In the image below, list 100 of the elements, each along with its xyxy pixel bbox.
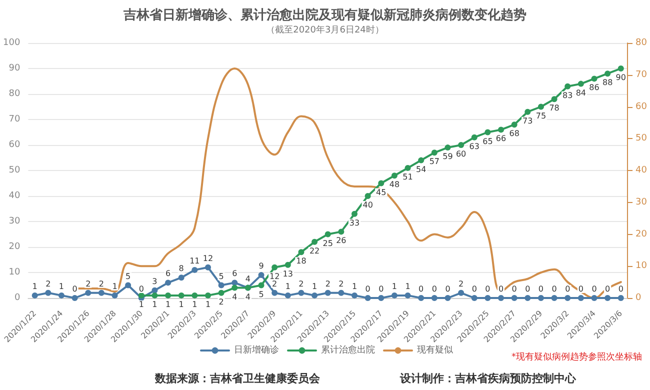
data-label: 0: [512, 284, 517, 294]
data-label: 0: [472, 284, 477, 294]
data-label: 2: [218, 297, 224, 306]
point: [458, 142, 464, 148]
point: [218, 290, 224, 296]
data-label: 1: [138, 300, 144, 309]
point: [152, 287, 158, 294]
data-label: 1: [285, 282, 290, 291]
data-label: 0: [565, 284, 570, 294]
point: [524, 295, 531, 301]
point: [511, 295, 518, 301]
point: [604, 70, 611, 77]
point: [404, 292, 411, 298]
point: [444, 144, 451, 151]
data-label: 88: [602, 78, 613, 88]
point: [444, 295, 451, 301]
chart-subtitle: （截至2020年3月6日24时）: [266, 24, 384, 36]
data-label: 1: [112, 282, 118, 291]
point: [152, 292, 158, 298]
data-label: 68: [509, 129, 520, 138]
point: [312, 292, 318, 298]
data-label: 2: [272, 279, 278, 288]
point: [165, 280, 172, 286]
point: [418, 295, 424, 301]
point: [298, 249, 304, 256]
y-tick-label: 70: [8, 114, 20, 124]
data-label: 5: [258, 290, 264, 299]
point: [538, 295, 544, 301]
data-label: 66: [496, 134, 506, 144]
data-label: 1: [152, 300, 158, 309]
point: [524, 108, 531, 115]
data-label: 90: [616, 73, 626, 82]
point: [484, 129, 491, 136]
y-tick-label: 10: [8, 268, 20, 278]
point: [618, 66, 624, 72]
data-label: 26: [336, 236, 346, 246]
point: [418, 157, 424, 164]
point: [378, 295, 384, 301]
point: [324, 231, 331, 238]
y-tick-label: 20: [8, 242, 20, 252]
data-label: 1: [405, 282, 410, 291]
data-label: 0: [72, 284, 78, 294]
data-label: 4: [232, 292, 238, 302]
point: [32, 292, 38, 298]
point: [591, 295, 598, 301]
point: [338, 228, 344, 235]
legend-label: 累计治愈出院: [321, 344, 375, 356]
point: [538, 104, 544, 110]
point: [85, 290, 92, 296]
y-tick-label: 80: [8, 89, 20, 99]
point: [564, 295, 571, 301]
data-label: 1: [392, 282, 398, 291]
data-label: 0: [365, 284, 370, 294]
point: [404, 164, 411, 171]
data-label: 0: [618, 284, 624, 294]
data-label: 1: [352, 282, 358, 291]
point: [258, 282, 264, 288]
point: [72, 295, 78, 301]
point: [471, 295, 478, 301]
data-label: 0: [445, 284, 450, 294]
point: [458, 290, 464, 296]
data-label: 48: [389, 180, 400, 190]
y2-tick-label: 40: [636, 166, 648, 176]
point: [551, 295, 558, 301]
data-label: 12: [269, 272, 280, 281]
point: [45, 290, 52, 296]
point: [471, 134, 478, 140]
data-label: 1: [165, 300, 171, 309]
data-label: 2: [86, 279, 91, 288]
data-label: 84: [576, 88, 586, 98]
y2-tick-label: 50: [636, 134, 648, 144]
data-label: 0: [418, 284, 424, 294]
point: [578, 80, 584, 87]
y-tick-label: 30: [8, 216, 20, 226]
data-label: 1: [58, 282, 64, 291]
y2-tick-label: 0: [636, 293, 642, 303]
data-label: 0: [538, 284, 544, 294]
point: [312, 238, 318, 245]
y2-tick-label: 10: [636, 261, 648, 272]
data-label: 6: [232, 269, 238, 278]
point: [352, 292, 358, 298]
point: [232, 280, 238, 286]
data-label: 2: [298, 279, 304, 288]
point: [324, 290, 331, 296]
point: [604, 295, 611, 301]
point: [204, 264, 211, 270]
data-label: 65: [482, 136, 493, 146]
y-tick-label: 100: [2, 38, 20, 48]
point: [284, 292, 291, 298]
data-label: 4: [245, 292, 250, 302]
point: [272, 264, 278, 270]
data-label: 0: [378, 284, 384, 294]
point: [511, 122, 518, 128]
y-tick-label: 50: [8, 166, 20, 176]
data-label: 0: [552, 284, 557, 294]
source-note: 数据来源：吉林省卫生健康委员会: [154, 372, 321, 385]
data-label: 5: [218, 272, 224, 281]
point: [498, 126, 504, 133]
point: [284, 262, 291, 268]
data-label: 40: [362, 200, 373, 210]
